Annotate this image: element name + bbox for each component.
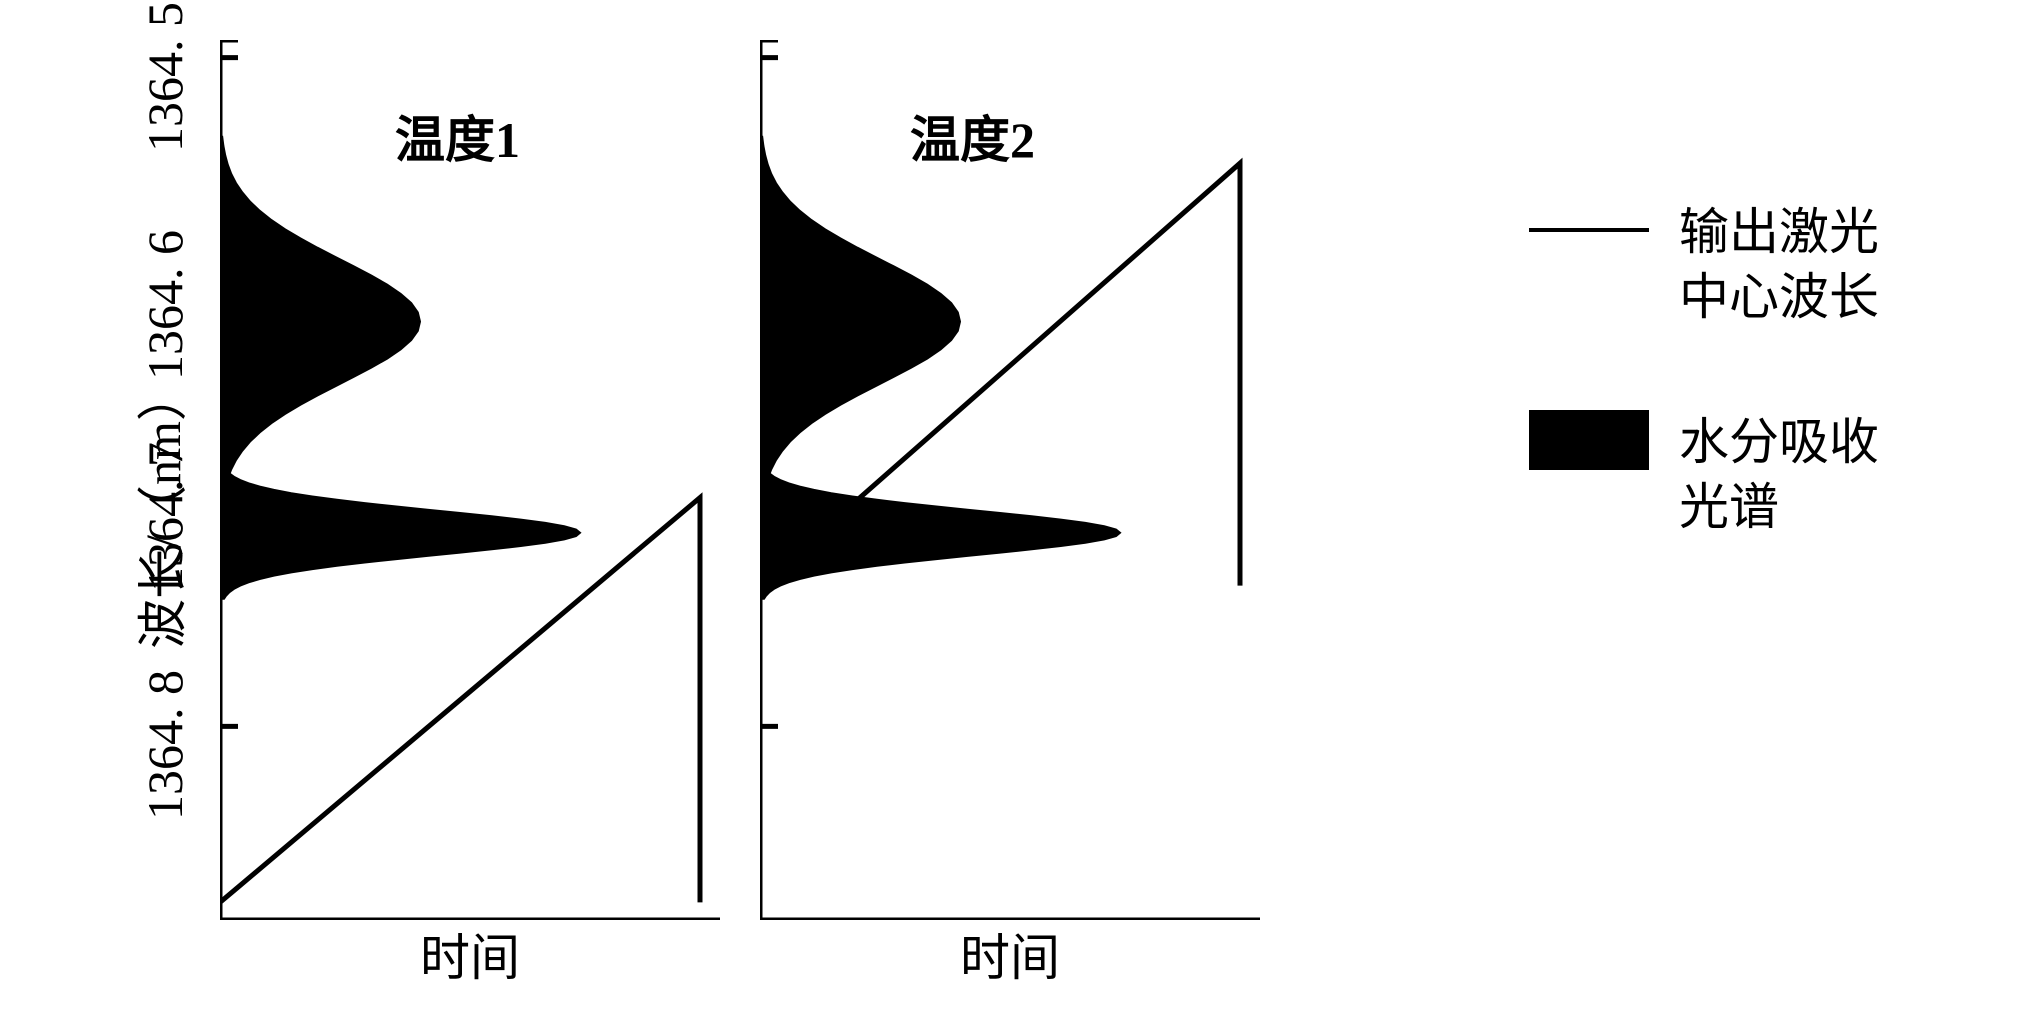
y-tick-label: 1364. 8: [136, 670, 194, 820]
legend: 输出激光中心波长水分吸收光谱: [1529, 200, 1979, 620]
y-tick-labels: 1364. 51364. 61364. 71364. 8: [90, 40, 180, 940]
x-axis-label: 时间: [960, 918, 1060, 990]
panel-title: 温度2: [910, 100, 1035, 172]
figure-root: 波长/（nm） 1364. 51364. 61364. 71364. 8 温度1…: [0, 0, 2039, 1019]
legend-item-1: 输出激光中心波长: [1529, 200, 1979, 330]
y-tick-label: 1364. 5: [136, 2, 194, 152]
chart-area: 温度1时间温度2时间: [220, 40, 1260, 920]
absorption-peak-1: [220, 137, 420, 507]
legend-item-2: 水分吸收光谱: [1529, 410, 1979, 540]
legend-block-swatch: [1529, 410, 1649, 470]
legend-label: 水分吸收光谱: [1679, 410, 1879, 540]
chart-panel-2: 温度2时间: [760, 40, 1260, 920]
axis: [760, 40, 1260, 920]
y-tick-label: 1364. 7: [136, 442, 194, 592]
panel-svg: [220, 40, 720, 920]
axis: [220, 40, 720, 920]
y-tick-label: 1364. 6: [136, 230, 194, 380]
chart-panel-1: 温度1时间: [220, 40, 720, 920]
x-axis-label: 时间: [420, 918, 520, 990]
absorption-peak-2: [220, 467, 580, 599]
panel-svg: [760, 40, 1260, 920]
absorption-peak-2: [760, 467, 1120, 599]
legend-line-swatch: [1529, 200, 1649, 260]
legend-label: 输出激光中心波长: [1679, 200, 1879, 330]
panel-title: 温度1: [395, 100, 520, 172]
absorption-peak-1: [760, 137, 960, 507]
